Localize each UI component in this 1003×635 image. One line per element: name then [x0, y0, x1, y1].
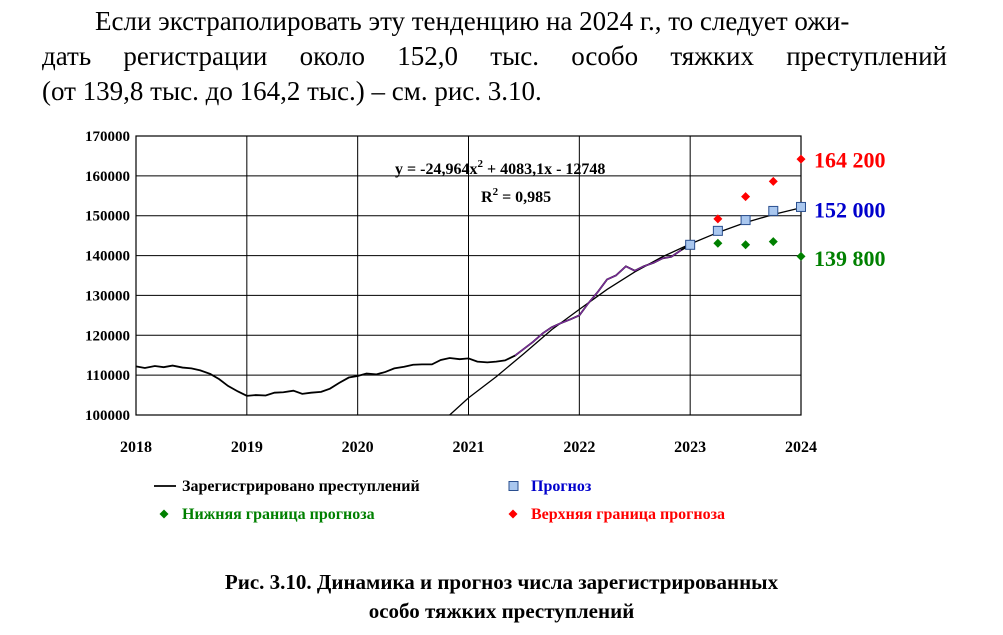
x-tick-label: 2023: [674, 439, 706, 456]
figure-caption-line-2: особо тяжких преступлений: [368, 599, 635, 623]
legend-diamond-swatch: [508, 509, 518, 519]
legend-square-swatch: [508, 481, 519, 491]
lower-bound-point: [796, 251, 806, 261]
y-tick-label: 150000: [85, 209, 130, 225]
trend-curve: [449, 207, 802, 416]
y-tick-label: 110000: [86, 368, 130, 384]
forecast-point: [740, 215, 751, 226]
y-axis-tick-labels: 100000 110000 120000 130000 140000 150000 1600…: [85, 129, 130, 424]
y-tick-label: 170000: [85, 129, 130, 145]
fitted-segment-line: [514, 249, 682, 357]
x-tick-label: 2019: [231, 439, 263, 456]
trend-line: [449, 207, 802, 416]
forecast-point: [712, 225, 723, 236]
forecast-chart: 100000 110000 120000 130000 140000 150000 1600…: [85, 129, 886, 523]
upper-bound-point: [796, 154, 806, 164]
legend-label: Верхняя граница прогноза: [531, 506, 725, 523]
forecast-value-label: 164 200: [814, 148, 886, 173]
upper-bound-point: [713, 214, 723, 224]
lower-bound-point: [741, 240, 751, 250]
paragraph-line-1: Если экстраполировать эту тенденцию на 2…: [95, 6, 850, 36]
x-tick-label: 2018: [120, 439, 152, 456]
r-squared-label: R2 = 0,985: [481, 186, 551, 206]
registered-crimes-line: [135, 244, 691, 397]
x-tick-label: 2022: [563, 439, 595, 456]
forecast-value-label: 139 800: [814, 246, 886, 271]
figure-caption-line-1: Рис. 3.10. Динамика и прогноз числа заре…: [224, 570, 779, 594]
x-tick-label: 2020: [342, 439, 374, 456]
lower-bound-point: [713, 238, 723, 248]
legend-diamond-swatch: [159, 509, 169, 519]
data-series: [135, 154, 806, 397]
lower-bound-point: [768, 237, 778, 247]
y-tick-label: 120000: [85, 328, 130, 344]
plot-frame: [135, 135, 802, 416]
forecast-point: [768, 205, 779, 216]
y-tick-label: 100000: [85, 408, 130, 424]
legend-label: Нижняя граница прогноза: [182, 506, 375, 523]
x-tick-label: 2024: [785, 439, 817, 456]
paragraph-line-2: дать регистрации около 152,0 тыс. особо …: [42, 41, 947, 71]
forecast-value-label: 152 000: [814, 198, 886, 223]
y-tick-label: 140000: [85, 249, 130, 265]
upper-bound-point: [768, 176, 778, 186]
x-axis-tick-labels: 2018 2019 2020 2021 2022 2023 2024: [120, 439, 817, 456]
y-tick-label: 160000: [85, 169, 130, 185]
forecast-point: [685, 239, 696, 250]
body-paragraph: Если экстраполировать эту тенденцию на 2…: [42, 4, 947, 109]
forecast-point: [796, 201, 806, 212]
y-tick-label: 130000: [85, 288, 130, 304]
legend-label: Прогноз: [531, 478, 592, 495]
legend-label: Зарегистрировано преступлений: [182, 478, 420, 495]
trend-equation: y = -24,964x2 + 4083,1x - 12748: [395, 158, 605, 178]
chart-legend: Зарегистрировано преступлений Прогноз Нижн…: [154, 478, 725, 523]
paragraph-line-3: (от 139,8 тыс. до 164,2 тыс.) – см. рис.…: [42, 76, 542, 106]
chart-grid: [135, 135, 802, 416]
forecast-annotations: 164 200 152 000 139 800: [814, 148, 886, 272]
upper-bound-point: [741, 192, 751, 202]
x-tick-label: 2021: [453, 439, 485, 456]
